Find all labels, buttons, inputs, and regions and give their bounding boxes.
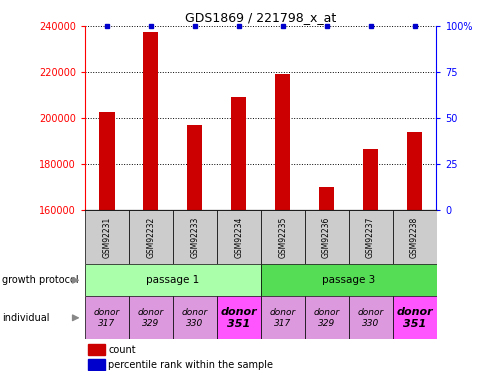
Bar — [362, 149, 378, 375]
Text: percentile rank within the sample: percentile rank within the sample — [108, 360, 272, 370]
FancyBboxPatch shape — [304, 296, 348, 339]
Text: GSM92238: GSM92238 — [409, 217, 418, 258]
Text: count: count — [108, 345, 136, 355]
Text: donor
351: donor 351 — [220, 307, 257, 328]
Bar — [88, 344, 105, 355]
Bar — [230, 98, 246, 375]
Text: donor
317: donor 317 — [93, 308, 120, 327]
Text: GSM92231: GSM92231 — [102, 217, 111, 258]
Bar — [274, 75, 290, 375]
Text: individual: individual — [2, 313, 50, 323]
FancyBboxPatch shape — [348, 210, 392, 264]
Bar — [99, 112, 114, 375]
FancyBboxPatch shape — [392, 296, 436, 339]
FancyBboxPatch shape — [129, 210, 172, 264]
Text: donor
329: donor 329 — [313, 308, 339, 327]
FancyBboxPatch shape — [172, 296, 216, 339]
Text: GSM92237: GSM92237 — [365, 216, 374, 258]
Text: GSM92235: GSM92235 — [278, 216, 287, 258]
Text: donor
351: donor 351 — [395, 307, 432, 328]
Text: GSM92234: GSM92234 — [234, 216, 242, 258]
Text: GSM92233: GSM92233 — [190, 216, 199, 258]
Text: GSM92236: GSM92236 — [321, 216, 331, 258]
Text: donor
330: donor 330 — [357, 308, 383, 327]
Text: donor
317: donor 317 — [269, 308, 295, 327]
FancyBboxPatch shape — [260, 296, 304, 339]
FancyBboxPatch shape — [216, 296, 260, 339]
Title: GDS1869 / 221798_x_at: GDS1869 / 221798_x_at — [185, 11, 335, 24]
Bar — [187, 125, 202, 375]
FancyBboxPatch shape — [172, 210, 216, 264]
FancyBboxPatch shape — [392, 210, 436, 264]
Bar — [143, 32, 158, 375]
Text: passage 3: passage 3 — [321, 275, 375, 285]
Text: growth protocol: growth protocol — [2, 275, 79, 285]
Bar — [88, 359, 105, 370]
Text: passage 1: passage 1 — [146, 275, 199, 285]
FancyBboxPatch shape — [348, 296, 392, 339]
FancyBboxPatch shape — [260, 264, 436, 296]
Text: donor
330: donor 330 — [182, 308, 208, 327]
Text: GSM92232: GSM92232 — [146, 217, 155, 258]
Bar — [406, 132, 422, 375]
FancyBboxPatch shape — [85, 210, 129, 264]
Bar — [318, 187, 333, 375]
FancyBboxPatch shape — [304, 210, 348, 264]
FancyBboxPatch shape — [260, 210, 304, 264]
FancyBboxPatch shape — [85, 264, 260, 296]
FancyBboxPatch shape — [129, 296, 172, 339]
FancyBboxPatch shape — [85, 296, 129, 339]
Text: donor
329: donor 329 — [137, 308, 164, 327]
FancyBboxPatch shape — [216, 210, 260, 264]
